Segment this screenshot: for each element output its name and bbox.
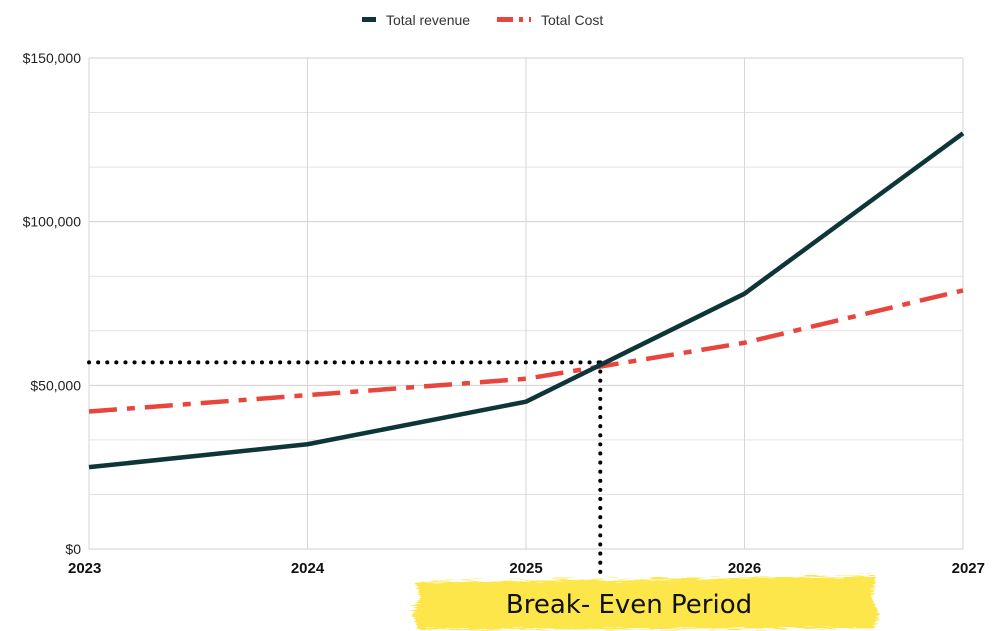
x-tick-label: 2025 bbox=[509, 560, 542, 577]
x-axis-ticks: 2023 2024 2025 2026 2027 bbox=[68, 560, 985, 577]
break-even-highlight bbox=[412, 576, 879, 630]
series-line-total-revenue bbox=[88, 131, 965, 470]
break-even-annotation: Break- Even Period bbox=[412, 576, 879, 630]
x-tick-label: 2024 bbox=[291, 560, 325, 577]
legend-swatch-total-revenue bbox=[362, 17, 376, 22]
legend: Total revenue Total Cost bbox=[362, 12, 603, 28]
legend-label-total-cost: Total Cost bbox=[541, 12, 603, 28]
y-tick-label: $150,000 bbox=[23, 50, 82, 66]
gridlines bbox=[88, 57, 964, 550]
y-axis-ticks: $0 $50,000 $100,000 $150,000 bbox=[23, 50, 82, 557]
x-tick-label: 2026 bbox=[728, 560, 761, 577]
x-tick-label: 2023 bbox=[68, 560, 101, 577]
x-tick-label: 2027 bbox=[952, 560, 985, 577]
legend-item-total-revenue[interactable]: Total revenue bbox=[362, 12, 470, 28]
series-line-total-cost bbox=[88, 288, 964, 414]
y-tick-label: $50,000 bbox=[30, 377, 81, 393]
y-tick-label: $100,000 bbox=[23, 214, 82, 230]
legend-item-total-cost[interactable]: Total Cost bbox=[497, 12, 603, 28]
break-even-label: Break- Even Period bbox=[506, 590, 752, 620]
break-even-guides bbox=[87, 360, 603, 581]
legend-label-total-revenue: Total revenue bbox=[386, 12, 470, 28]
series-lines bbox=[88, 131, 965, 470]
y-tick-label: $0 bbox=[65, 541, 81, 557]
